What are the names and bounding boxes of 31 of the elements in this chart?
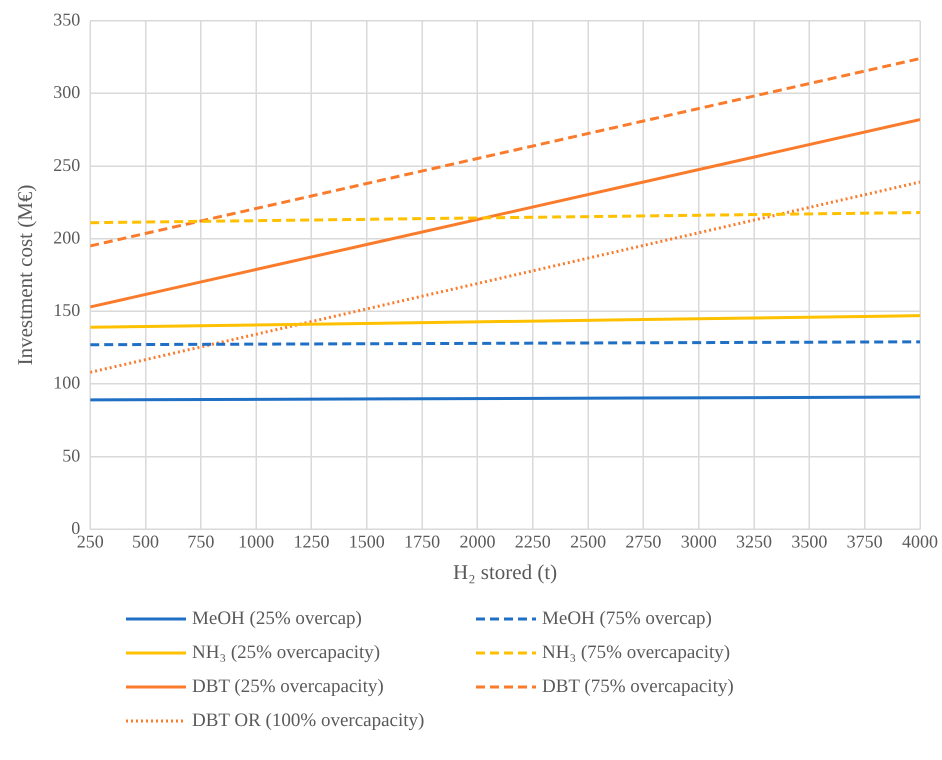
y-axis-title: Investment cost (M€) xyxy=(13,184,38,366)
legend-label: NH₃ (75% overcapacity) xyxy=(542,642,730,664)
y-tick-label: 350 xyxy=(53,10,80,30)
legend-label: MeOH (25% overcap) xyxy=(192,608,362,630)
legend-label: DBT (75% overcapacity) xyxy=(542,676,734,698)
x-tick-label: 500 xyxy=(132,532,160,552)
y-tick-label: 150 xyxy=(53,300,80,320)
x-tick-label: 2250 xyxy=(514,532,551,552)
legend-label: NH₃ (25% overcapacity) xyxy=(192,642,380,664)
y-tick-label: 50 xyxy=(62,445,80,466)
x-tick-label: 750 xyxy=(187,532,214,552)
x-tick-label: 1250 xyxy=(293,532,330,552)
x-tick-label: 1500 xyxy=(348,532,385,552)
x-tick-label: 3500 xyxy=(791,532,828,552)
x-tick-label: 2000 xyxy=(459,532,496,552)
legend-label: DBT OR (100% overcapacity) xyxy=(192,710,424,732)
y-tick-label: 300 xyxy=(53,82,80,102)
legend-label: DBT (25% overcapacity) xyxy=(192,676,384,698)
x-tick-label: 1000 xyxy=(238,532,274,552)
y-tick-label: 100 xyxy=(53,372,80,393)
x-tick-label: 4000 xyxy=(902,532,938,552)
x-tick-label: 2750 xyxy=(625,532,662,552)
y-tick-label: 250 xyxy=(53,154,80,175)
y-tick-label: 200 xyxy=(53,227,80,248)
x-tick-label: 1750 xyxy=(404,532,440,552)
x-tick-label: 2500 xyxy=(570,532,606,552)
x-axis-title: H₂ stored (t) xyxy=(453,560,558,584)
legend-label: MeOH (75% overcap) xyxy=(542,608,712,630)
x-tick-label: 3750 xyxy=(846,532,883,552)
x-tick-label: 3000 xyxy=(680,532,717,552)
x-tick-label: 3250 xyxy=(736,532,772,552)
